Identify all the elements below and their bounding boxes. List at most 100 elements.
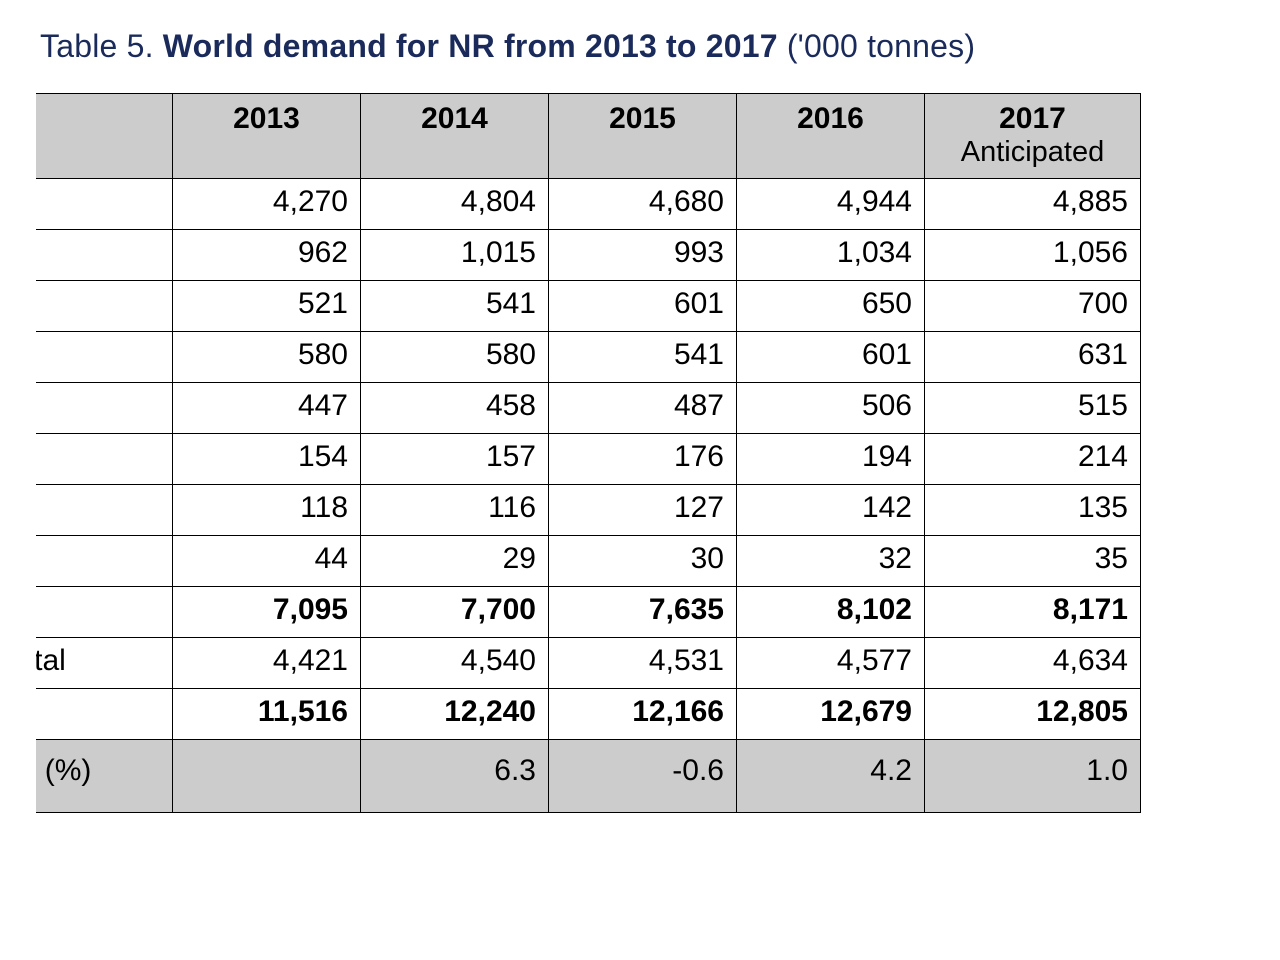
cell: 194 [737,434,925,485]
cell: 12,166 [549,689,737,740]
cell: 4,540 [361,638,549,689]
cell: 700 [925,281,1141,332]
cell: 515 [925,383,1141,434]
row-label: owth (%) [36,740,173,813]
cell: 4,634 [925,638,1141,689]
cell: 7,635 [549,587,737,638]
row-label [36,332,173,383]
cell: 157 [361,434,549,485]
title-bold: World demand for NR from 2013 to 2017 [163,28,778,64]
col-header-2016: 2016 [737,94,925,179]
cell: 4,680 [549,179,737,230]
table-row: 962 1,015 993 1,034 1,056 [36,230,1141,281]
cell: 458 [361,383,549,434]
cell: 29 [361,536,549,587]
cell: 1,034 [737,230,925,281]
cell [173,740,361,813]
cell: 142 [737,485,925,536]
col-header-2015: 2015 [549,94,737,179]
cell: 580 [361,332,549,383]
cell: 506 [737,383,925,434]
cell: -0.6 [549,740,737,813]
title-suffix: ('000 tonnes) [778,28,975,64]
cell: 447 [173,383,361,434]
row-label [36,434,173,485]
cell: 4,944 [737,179,925,230]
col-header-2017-sub: Anticipated [937,136,1128,169]
col-header-2013: 2013 [173,94,361,179]
cell: 11,516 [173,689,361,740]
cell: 580 [173,332,361,383]
data-table: 2013 2014 2015 2016 2017 Anticipated 4,2… [36,93,1141,813]
row-label [36,179,173,230]
row-label [36,281,173,332]
table-row: 447 458 487 506 515 [36,383,1141,434]
cell: 962 [173,230,361,281]
cell: 650 [737,281,925,332]
row-label [36,383,173,434]
cell: 30 [549,536,737,587]
col-header-2017: 2017 Anticipated [925,94,1141,179]
cell: 521 [173,281,361,332]
cell: 12,805 [925,689,1141,740]
cell: 176 [549,434,737,485]
cell: 487 [549,383,737,434]
table-row-growth: owth (%) 6.3 -0.6 4.2 1.0 [36,740,1141,813]
cell: 4,531 [549,638,737,689]
cell: 44 [173,536,361,587]
cell: 214 [925,434,1141,485]
table-row: 521 541 601 650 700 [36,281,1141,332]
cell: 631 [925,332,1141,383]
table-row: 580 580 541 601 631 [36,332,1141,383]
cell: 4,804 [361,179,549,230]
table-row-subtotal: tal 7,095 7,700 7,635 8,102 8,171 [36,587,1141,638]
cell: 4,885 [925,179,1141,230]
table-body: 4,270 4,804 4,680 4,944 4,885 962 1,015 … [36,179,1141,813]
table-title: Table 5. World demand for NR from 2013 t… [40,28,1280,65]
cell: 4,577 [737,638,925,689]
cell: 8,102 [737,587,925,638]
col-header-2014: 2014 [361,94,549,179]
cell: 135 [925,485,1141,536]
cell: 601 [737,332,925,383]
cell: 6.3 [361,740,549,813]
cell: 32 [737,536,925,587]
cell: 4,421 [173,638,361,689]
cell: 118 [173,485,361,536]
cell: 541 [549,332,737,383]
table-row: 154 157 176 194 214 [36,434,1141,485]
row-label [36,230,173,281]
cell: 7,700 [361,587,549,638]
row-label: C Total [36,638,173,689]
table-row-total: al 11,516 12,240 12,166 12,679 12,805 [36,689,1141,740]
table-row: 4,270 4,804 4,680 4,944 4,885 [36,179,1141,230]
cell: 116 [361,485,549,536]
cell: 4.2 [737,740,925,813]
cell: 35 [925,536,1141,587]
page: Table 5. World demand for NR from 2013 t… [0,0,1280,813]
cell: 1.0 [925,740,1141,813]
cell: 1,056 [925,230,1141,281]
cell: 8,171 [925,587,1141,638]
cell: 127 [549,485,737,536]
cell: 12,240 [361,689,549,740]
cell: 601 [549,281,737,332]
cell: 154 [173,434,361,485]
row-label: al [36,689,173,740]
cell: 1,015 [361,230,549,281]
table-row: 44 29 30 32 35 [36,536,1141,587]
row-label [36,485,173,536]
table-row: C Total 4,421 4,540 4,531 4,577 4,634 [36,638,1141,689]
table-row: 118 116 127 142 135 [36,485,1141,536]
table-header-row: 2013 2014 2015 2016 2017 Anticipated [36,94,1141,179]
row-label [36,536,173,587]
title-prefix: Table 5. [40,28,163,64]
cell: 7,095 [173,587,361,638]
cell: 4,270 [173,179,361,230]
cell: 541 [361,281,549,332]
col-header-label [36,94,173,179]
row-label: tal [36,587,173,638]
cell: 993 [549,230,737,281]
cell: 12,679 [737,689,925,740]
table-clip: 2013 2014 2015 2016 2017 Anticipated 4,2… [36,93,1280,813]
